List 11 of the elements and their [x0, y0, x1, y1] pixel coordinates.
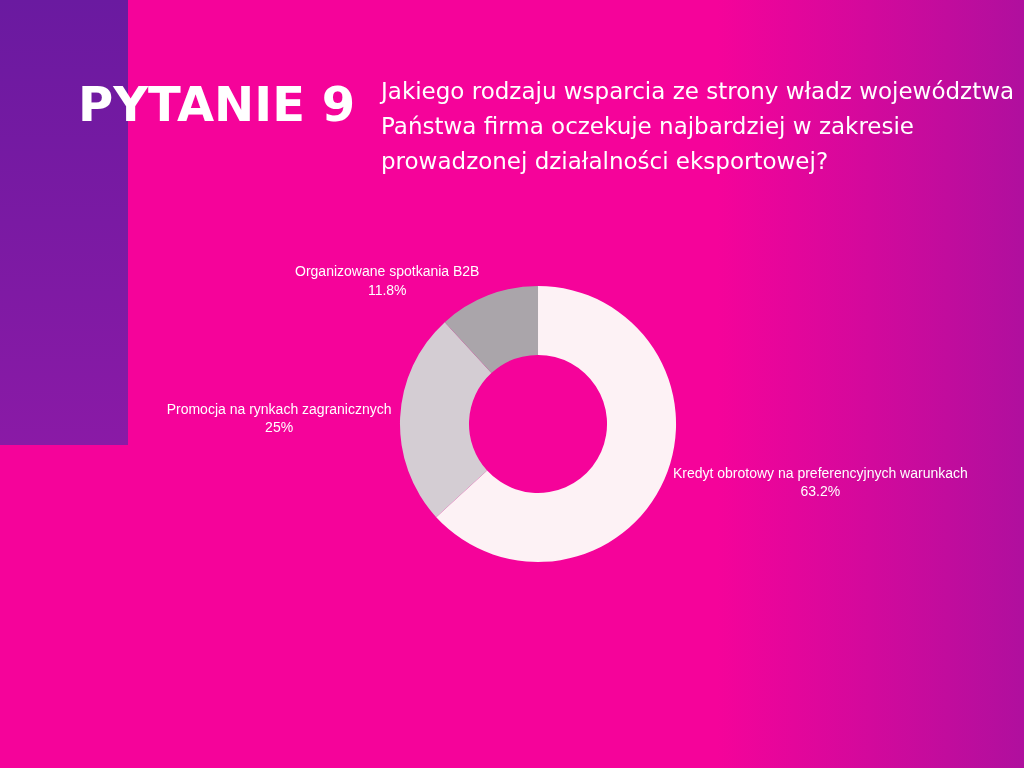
chart-title: PYTANIE 9	[78, 76, 356, 132]
data-label: 25%	[265, 418, 294, 435]
slice-label: Organizowane spotkania B2B	[295, 263, 480, 280]
slice-label: Promocja na rynkach zagranicznych	[166, 400, 392, 417]
data-label: 11.8%	[367, 281, 407, 298]
donut-slice	[436, 285, 676, 562]
data-label: 63.2%	[800, 483, 841, 500]
slice-label: Kredyt obrotowy na preferencyjnych warunkach	[672, 465, 968, 482]
donut-slice	[399, 322, 492, 518]
chart-subtitle: Jakiego rodzaju wsparcia ze strony władz województwa Państwa firma oczekuje najbardziej w zakresie prowadzonej działalności eksportowej?	[381, 77, 1016, 176]
donut-slice	[444, 285, 539, 374]
